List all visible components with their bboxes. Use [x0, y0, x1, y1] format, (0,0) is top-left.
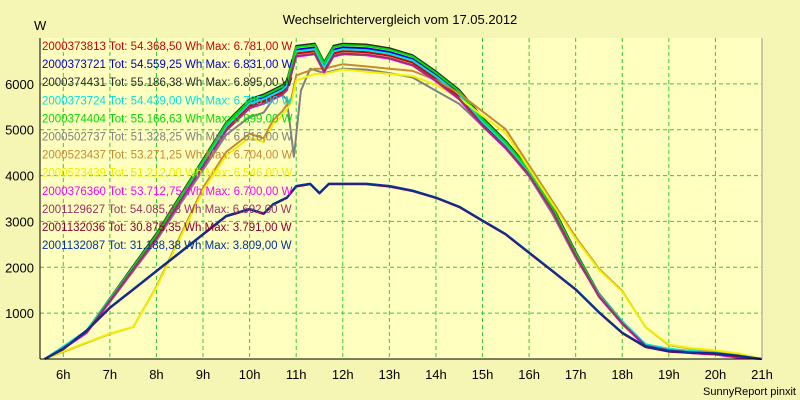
x-tick-label: 9h: [196, 367, 210, 382]
x-tick-label: 14h: [425, 367, 447, 382]
x-tick-label: 13h: [379, 367, 401, 382]
series-line: [44, 182, 763, 360]
series-line: [44, 68, 763, 360]
x-tick-label: 16h: [518, 367, 540, 382]
y-axis-label: W: [34, 18, 47, 33]
x-tick-label: 17h: [565, 367, 587, 382]
x-tick-label: 8h: [149, 367, 163, 382]
legend-entry: 2000373813 Tot: 54.368,50 Wh Max: 6.781,…: [42, 41, 293, 53]
legend-entry: 2000523439 Tot: 51.212,00 Wh Max: 6.546,…: [42, 168, 293, 180]
plot-background: [40, 38, 762, 359]
y-tick-label: 3000: [5, 214, 34, 229]
legend-entry: 2001132087 Tot: 31.188,38 Wh Max: 3.809,…: [42, 240, 292, 252]
y-tick-label: 4000: [5, 169, 34, 184]
legend-entry: 2000374431 Tot: 55.186,38 Wh Max: 6.895,…: [42, 77, 293, 89]
x-tick-label: 18h: [611, 367, 633, 382]
chart-title: Wechselrichtervergleich vom 17.05.2012: [283, 12, 518, 27]
x-tick-label: 12h: [332, 367, 354, 382]
x-tick-label: 21h: [751, 367, 773, 382]
y-tick-label: 2000: [5, 260, 34, 275]
legend-entry: 2000374404 Tot: 55.166,63 Wh Max: 6.899,…: [42, 113, 293, 125]
y-tick-label: 6000: [5, 77, 34, 92]
x-tick-label: 11h: [286, 367, 307, 382]
legend-entry: 2000523437 Tot: 53.271,25 Wh Max: 6.704,…: [42, 150, 293, 162]
y-tick-label: 1000: [5, 306, 34, 321]
legend-entry: 2000373724 Tot: 54.439,00 Wh Max: 6.765,…: [42, 95, 293, 107]
legend-entry: 2000376360 Tot: 53.712,75 Wh Max: 6.700,…: [42, 186, 293, 198]
y-tick-label: 5000: [5, 123, 34, 138]
x-tick-label: 7h: [103, 367, 117, 382]
x-tick-label: 10h: [239, 367, 261, 382]
legend-entry: 2001132036 Tot: 30.875,35 Wh Max: 3.791,…: [42, 222, 292, 234]
footer-credit: SunnyReport pinxit: [703, 386, 796, 398]
x-tick-label: 6h: [56, 367, 70, 382]
legend-entry: 2001129627 Tot: 54.085,38 Wh Max: 6.692,…: [42, 204, 292, 216]
legend-entry: 2000502737 Tot: 51.328,25 Wh Max: 6.516,…: [42, 132, 293, 144]
x-tick-label: 20h: [705, 367, 727, 382]
series-line: [44, 52, 763, 360]
plot-area: 6h 7h 8h 9h 10h 11h 12h 13h 14h 15h 16h 17h 18h 19h 20…: [5, 38, 773, 382]
legend-entry: 2000373721 Tot: 54.559,25 Wh Max: 6.831,…: [42, 59, 293, 71]
x-tick-label: 15h: [472, 367, 494, 382]
x-tick-label: 19h: [658, 367, 680, 382]
